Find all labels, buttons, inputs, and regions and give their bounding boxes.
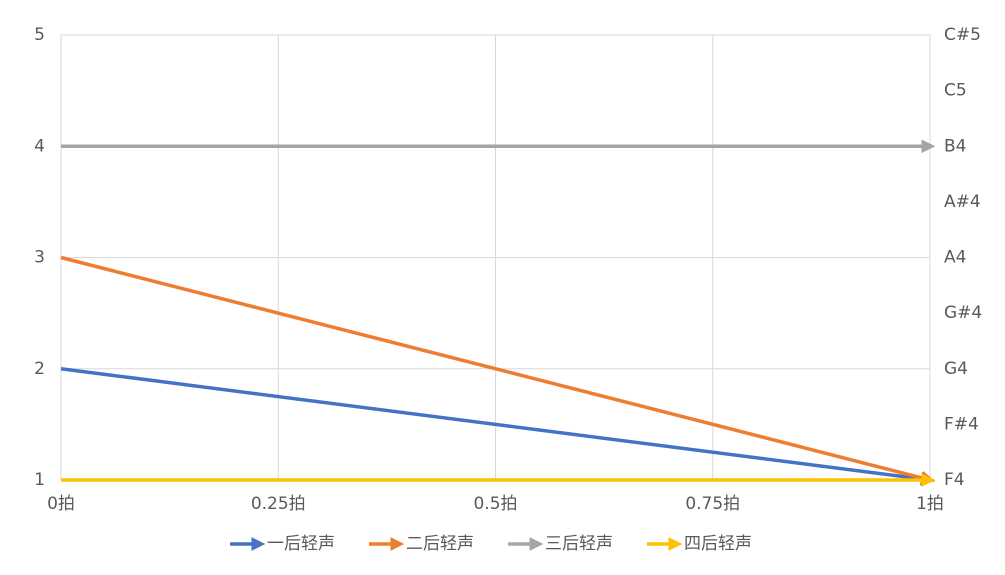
y2-tick-label: C#5 (944, 25, 981, 45)
y-tick-label: 5 (34, 25, 45, 45)
y-tick-label: 3 (34, 248, 45, 268)
x-tick-label: 1拍 (916, 494, 944, 514)
y2-tick-label: F#4 (944, 414, 979, 434)
legend-label: 一后轻声 (267, 534, 335, 554)
x-tick-label: 0拍 (47, 494, 75, 514)
y2-tick-label: A#4 (944, 192, 981, 212)
y-tick-label: 1 (34, 470, 45, 490)
x-tick-label: 0.25拍 (251, 494, 306, 514)
legend-label: 三后轻声 (545, 534, 613, 554)
y2-tick-label: G4 (944, 359, 968, 379)
y-tick-label: 2 (34, 359, 45, 379)
legend-label: 二后轻声 (406, 534, 474, 554)
y2-tick-label: G#4 (944, 303, 982, 323)
x-tick-label: 0.5拍 (473, 494, 517, 514)
y2-tick-label: C5 (944, 81, 967, 101)
y2-tick-label: F4 (944, 470, 965, 490)
series-line (60, 255, 936, 485)
y-tick-label: 4 (34, 136, 45, 156)
y2-tick-label: A4 (944, 248, 966, 268)
y2-tick-label: B4 (944, 136, 966, 156)
series-line (60, 367, 936, 486)
x-tick-label: 0.75拍 (685, 494, 740, 514)
legend-label: 四后轻声 (684, 534, 752, 554)
